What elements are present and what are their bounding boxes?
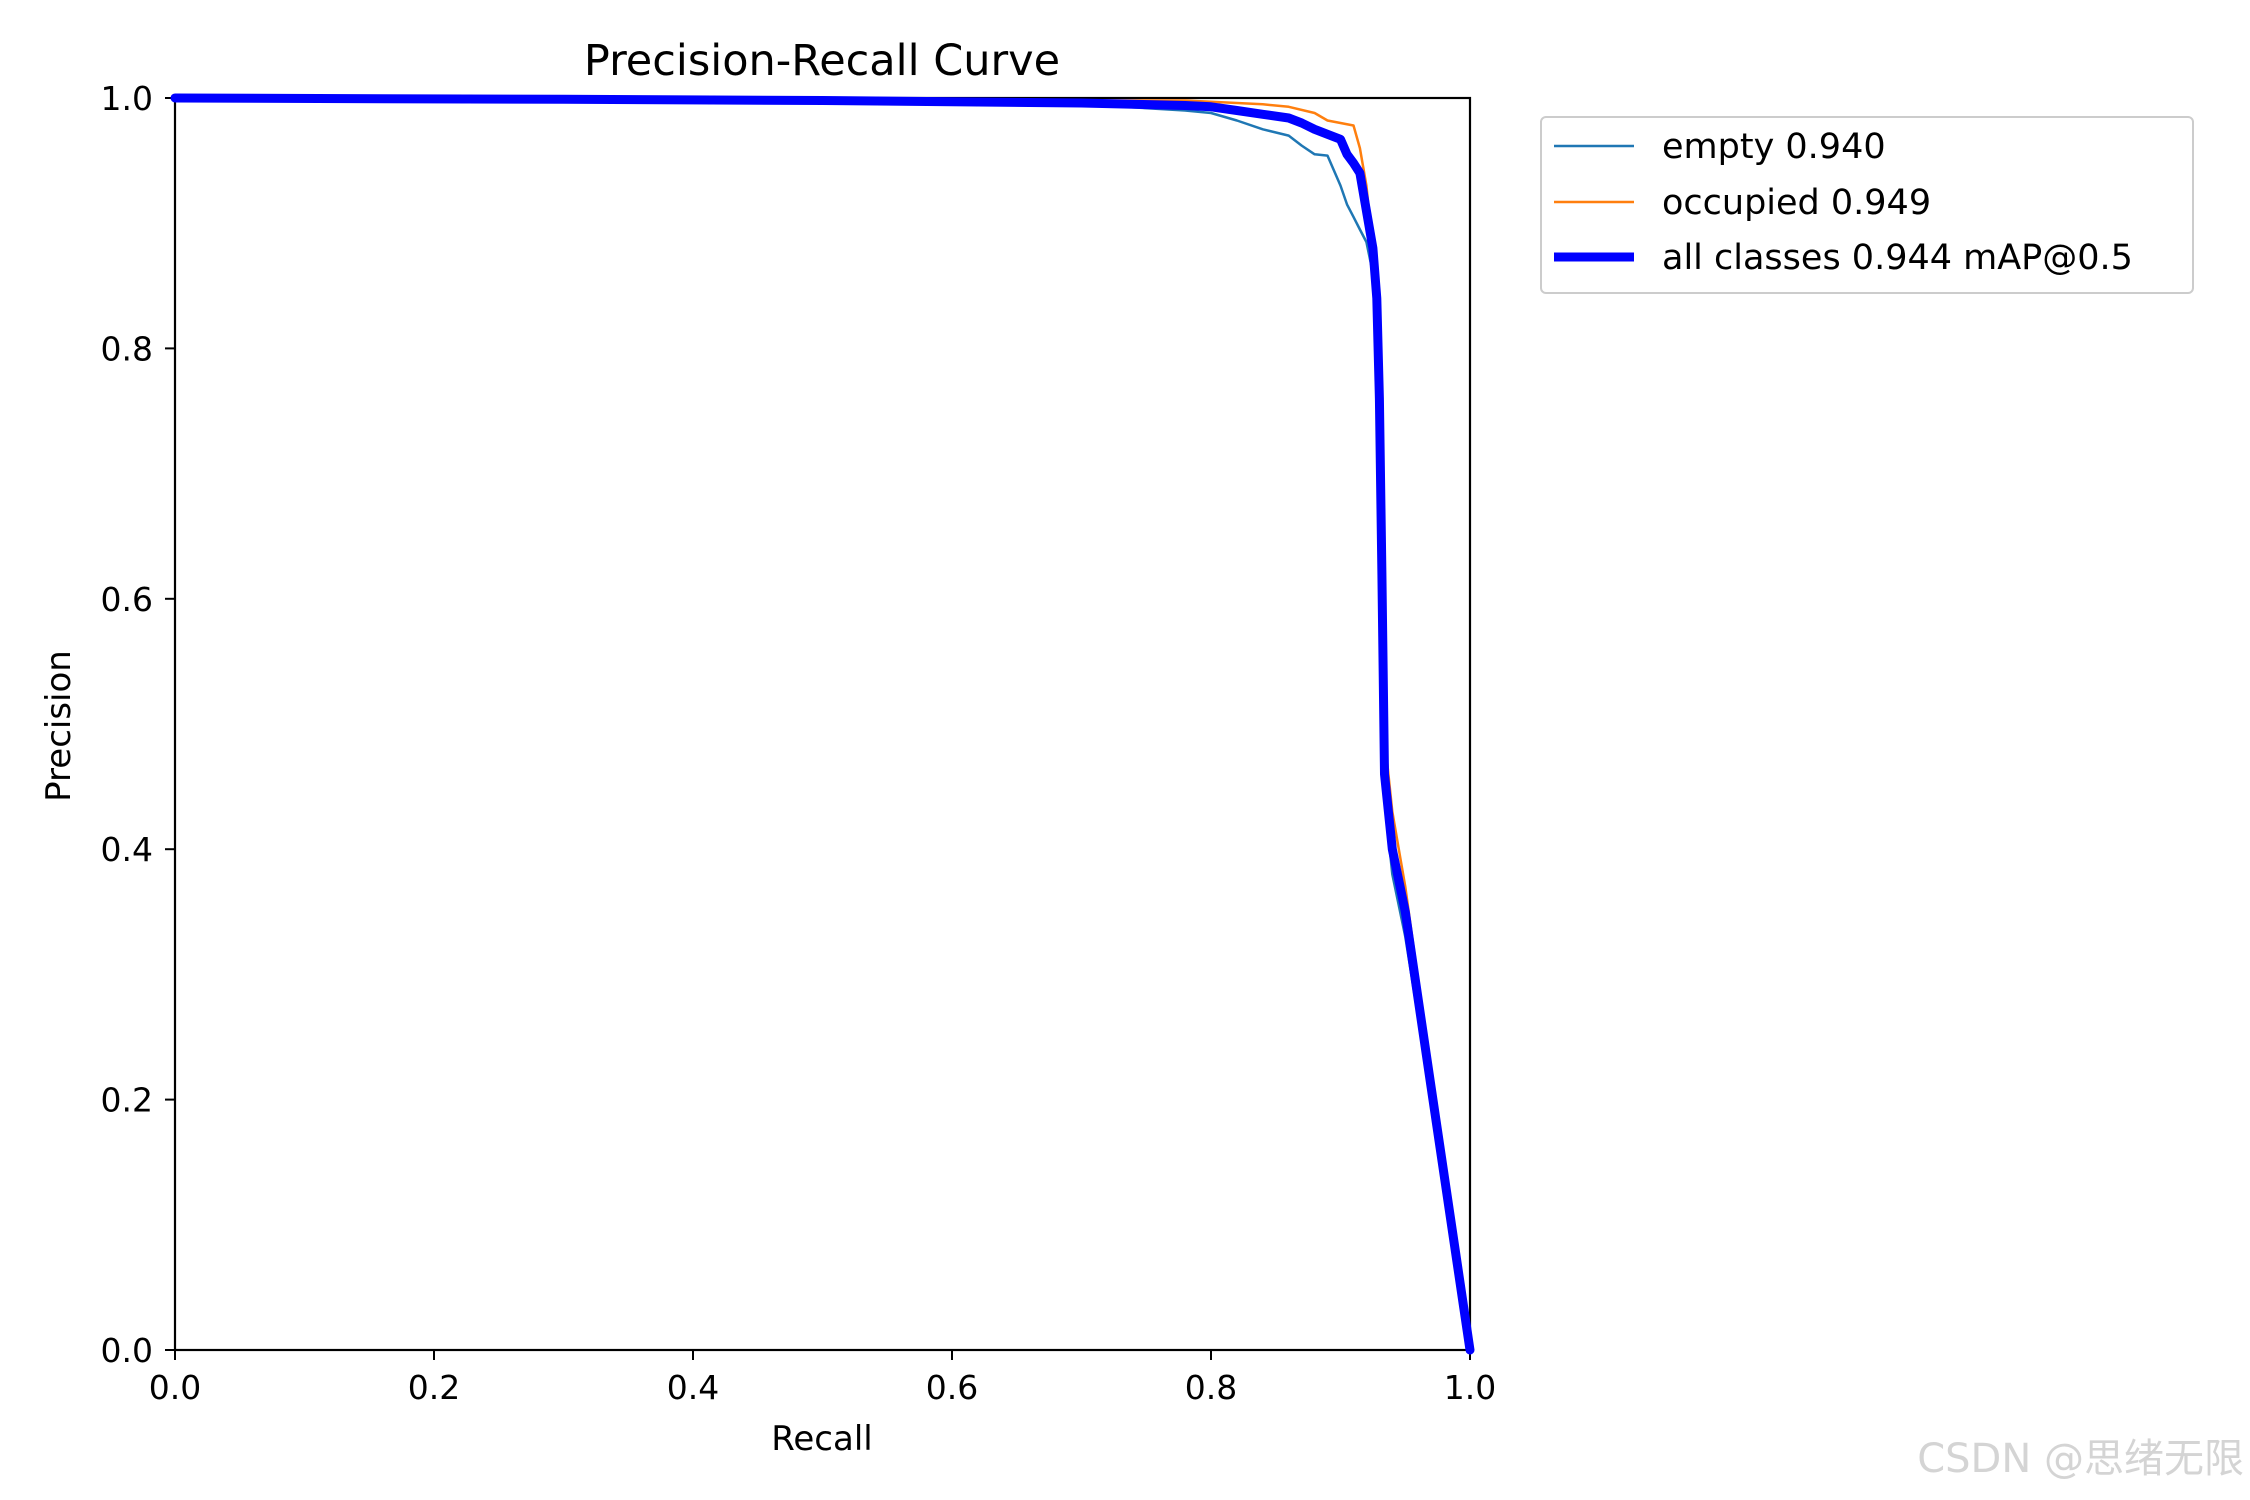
- series-line-all-classes: [170, 93, 1475, 1355]
- watermark: CSDN @思绪无限: [1917, 1436, 2244, 1482]
- x-tick-label: 0.6: [926, 1368, 978, 1407]
- chart-title: Precision-Recall Curve: [584, 36, 1060, 86]
- legend-label-all-classes: all classes 0.944 mAP@0.5: [1662, 238, 2133, 278]
- y-tick-label: 0.8: [101, 329, 153, 368]
- series-line-occupied: [173, 96, 1472, 1352]
- y-tick-label: 0.0: [101, 1331, 153, 1370]
- series-lines: [170, 93, 1475, 1355]
- x-axis-label: Recall: [771, 1419, 872, 1459]
- y-tick-label: 0.4: [101, 830, 153, 869]
- legend-label-empty: empty 0.940: [1662, 127, 1886, 167]
- y-tick-label: 0.2: [101, 1081, 153, 1120]
- series-line-empty: [173, 96, 1472, 1352]
- x-tick-label: 0.2: [408, 1368, 460, 1407]
- x-tick-label: 0.0: [149, 1368, 201, 1407]
- x-axis-ticks: 0.0 0.2 0.4 0.6 0.8 1.0: [149, 1350, 1496, 1407]
- y-axis-label: Precision: [39, 650, 79, 802]
- legend-box: [1540, 116, 2194, 294]
- x-tick-label: 0.4: [667, 1368, 719, 1407]
- x-tick-label: 1.0: [1444, 1368, 1496, 1407]
- y-tick-label: 1.0: [101, 79, 153, 118]
- y-tick-label: 0.6: [101, 580, 153, 619]
- y-axis-ticks: 0.0 0.2 0.4 0.6 0.8 1.0: [101, 79, 175, 1370]
- legend: empty 0.940 occupied 0.949 all classes 0…: [1540, 116, 2194, 294]
- legend-label-occupied: occupied 0.949: [1662, 183, 1931, 223]
- plot-area-frame: [173, 96, 1472, 1352]
- x-tick-label: 0.8: [1185, 1368, 1237, 1407]
